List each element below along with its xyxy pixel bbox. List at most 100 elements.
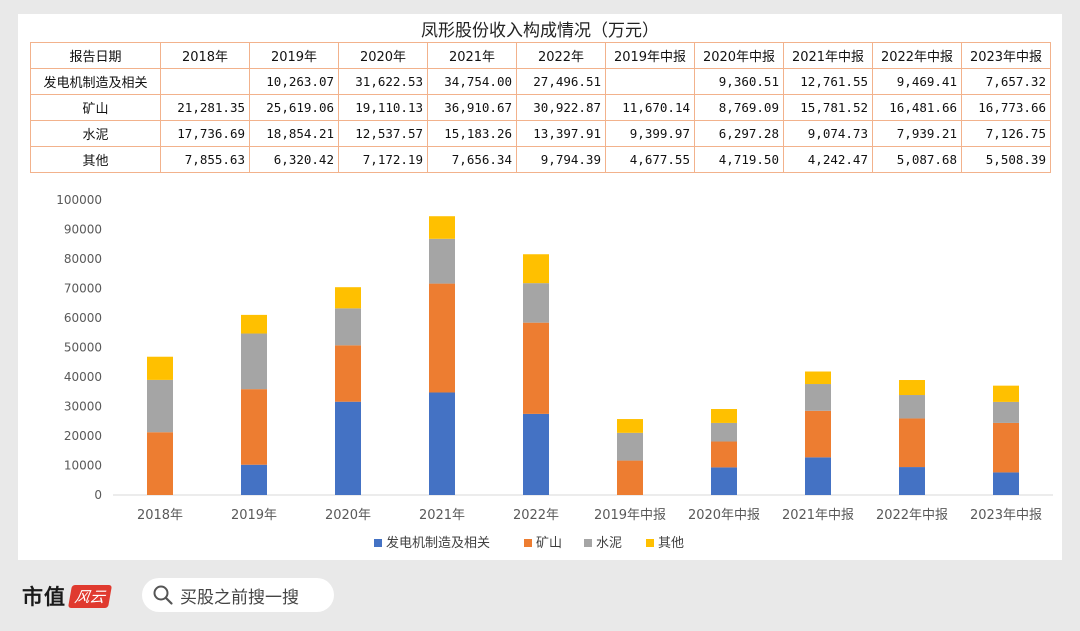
y-tick-label: 100000 (56, 193, 102, 207)
table-cell: 17,736.69 (160, 120, 250, 147)
table-header-cell: 2022年 (516, 42, 606, 69)
bar-segment (523, 322, 549, 414)
table-header-cell: 2023年中报 (961, 42, 1051, 69)
table-header-row: 报告日期 2018年 2019年 2020年 2021年 2022年 2019年中报 2020… (30, 42, 1051, 69)
table-cell: 12,761.55 (783, 68, 873, 95)
bar-segment (523, 413, 549, 495)
bar-segment (335, 308, 361, 346)
table-cell: 21,281.35 (160, 94, 250, 121)
bar-segment (241, 389, 267, 465)
bar-segment (711, 422, 737, 442)
legend-label: 水泥 (596, 536, 622, 551)
bar-segment (711, 409, 737, 423)
y-tick-label: 20000 (64, 429, 102, 443)
table-cell: 4,719.50 (694, 146, 784, 173)
logo-text: 市值 (22, 585, 66, 609)
x-tick-label: 2022年 (513, 508, 559, 523)
bar-segment (805, 384, 831, 411)
table-cell: 13,397.91 (516, 120, 606, 147)
table-cell: 7,657.32 (961, 68, 1051, 95)
bar-segment (899, 395, 925, 419)
x-tick-label: 2019年中报 (594, 508, 666, 523)
table-cell: 16,773.66 (961, 94, 1051, 121)
bar-segment (617, 460, 643, 495)
table-header-cell: 2021年中报 (783, 42, 873, 69)
table-header-cell: 报告日期 (30, 42, 161, 69)
bar-segment (335, 345, 361, 402)
x-tick-label: 2020年 (325, 508, 371, 523)
table-header-cell: 2020年 (338, 42, 428, 69)
table-cell: 5,087.68 (872, 146, 962, 173)
table-cell (605, 68, 695, 95)
table-cell: 30,922.87 (516, 94, 606, 121)
bar-segment (993, 472, 1019, 495)
bar-segment (147, 356, 173, 380)
table-header-cell: 2019年 (249, 42, 339, 69)
table-cell: 7,939.21 (872, 120, 962, 147)
table-cell: 16,481.66 (872, 94, 962, 121)
bar-segment (429, 238, 455, 284)
legend-swatch (584, 539, 592, 547)
table-cell: 8,769.09 (694, 94, 784, 121)
table-cell: 4,677.55 (605, 146, 695, 173)
legend-swatch (374, 539, 382, 547)
table-cell: 11,670.14 (605, 94, 695, 121)
bar-segment (805, 371, 831, 385)
bar-segment (429, 216, 455, 239)
x-tick-label: 2021年 (419, 508, 465, 523)
row-label: 水泥 (30, 120, 161, 147)
chart-card: 凤形股份收入构成情况（万元） 报告日期 2018年 2019年 2020年 2021年 2… (18, 14, 1062, 560)
table-row: 水泥 17,736.69 18,854.21 12,537.57 15,183.26 13… (30, 120, 1051, 147)
bar-segment (899, 467, 925, 495)
x-tick-label: 2021年中报 (782, 508, 854, 523)
table-cell: 31,622.53 (338, 68, 428, 95)
bar-segment (241, 314, 267, 334)
row-label: 其他 (30, 146, 161, 173)
table-cell: 7,126.75 (961, 120, 1051, 147)
bar-segment (899, 380, 925, 396)
bar-segment (429, 283, 455, 393)
table-cell: 5,508.39 (961, 146, 1051, 173)
stacked-bar-chart: 0 10000 20000 30000 40000 50000 60000 70000 8000… (56, 193, 1053, 551)
y-tick-label: 60000 (64, 311, 102, 325)
y-tick-label: 70000 (64, 282, 102, 296)
revenue-table: 报告日期 2018年 2019年 2020年 2021年 2022年 2019年中报 2020… (30, 42, 1051, 173)
table-cell: 12,537.57 (338, 120, 428, 147)
table-cell: 15,183.26 (427, 120, 517, 147)
bar-segment (711, 441, 737, 468)
table-cell: 15,781.52 (783, 94, 873, 121)
bar-segment (147, 432, 173, 495)
table-row: 发电机制造及相关 10,263.07 31,622.53 34,754.00 27,49… (30, 68, 1051, 95)
bar-segment (993, 401, 1019, 423)
table-cell: 9,469.41 (872, 68, 962, 95)
table-row: 矿山 21,281.35 25,619.06 19,110.13 36,910.67 30… (30, 94, 1051, 121)
table-cell: 27,496.51 (516, 68, 606, 95)
table-header-cell: 2022年中报 (872, 42, 962, 69)
table-cell (160, 68, 250, 95)
table-cell: 34,754.00 (427, 68, 517, 95)
y-tick-label: 80000 (64, 252, 102, 266)
bar-segment (241, 464, 267, 495)
search-box[interactable]: 买股之前搜一搜 (142, 578, 334, 612)
legend-swatch (646, 539, 654, 547)
table-cell: 9,360.51 (694, 68, 784, 95)
y-tick-label: 40000 (64, 370, 102, 384)
table-cell: 9,399.97 (605, 120, 695, 147)
x-tick-label: 2022年中报 (876, 508, 948, 523)
table-cell: 19,110.13 (338, 94, 428, 121)
table-cell: 10,263.07 (249, 68, 339, 95)
table-cell: 25,619.06 (249, 94, 339, 121)
table-cell: 6,297.28 (694, 120, 784, 147)
chart-title: 凤形股份收入构成情况（万元） (421, 21, 659, 41)
bar-segment (899, 418, 925, 468)
y-tick-label: 10000 (64, 459, 102, 473)
bar-segment (805, 410, 831, 458)
bar-segment (805, 457, 831, 495)
search-placeholder: 买股之前搜一搜 (180, 587, 299, 608)
logo-script: 风云 (67, 584, 113, 608)
legend-swatch (524, 539, 532, 547)
y-tick-label: 50000 (64, 341, 102, 355)
table-header-cell: 2019年中报 (605, 42, 695, 69)
bar-segment (523, 283, 549, 323)
y-tick-label: 90000 (64, 223, 102, 237)
